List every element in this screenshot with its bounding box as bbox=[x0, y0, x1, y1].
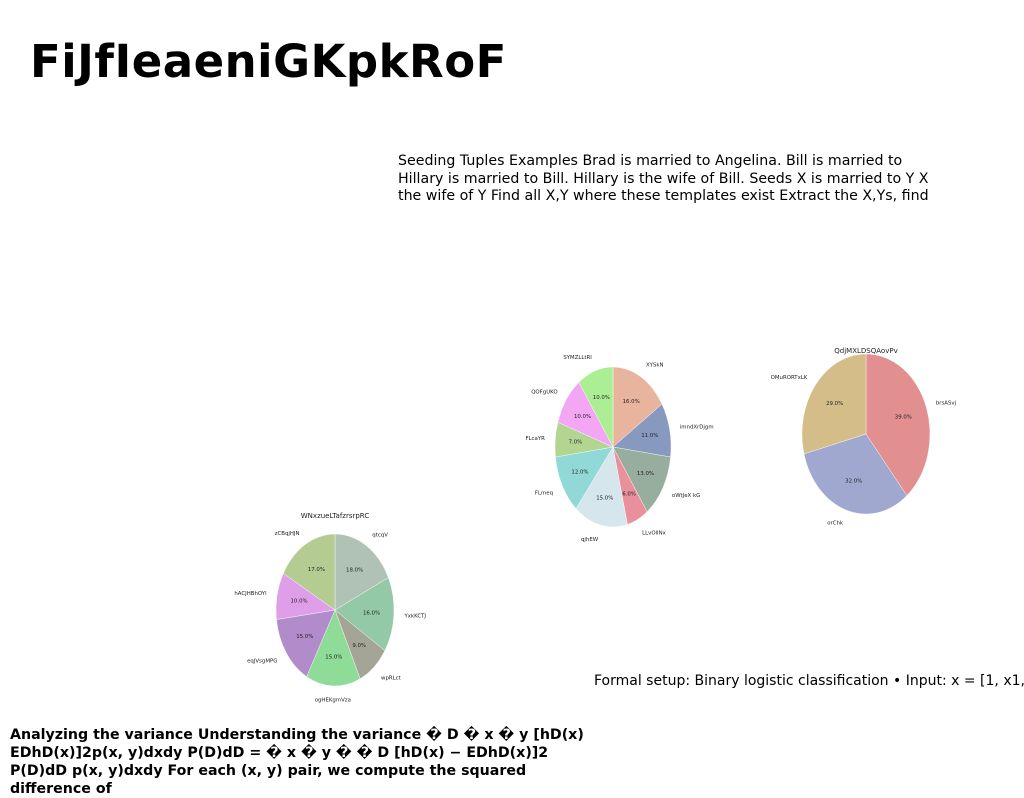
pie-slice-percent: 17.0% bbox=[308, 567, 325, 573]
pie-slice-label: FLmeq bbox=[535, 490, 553, 496]
pie-slice-percent: 6.0% bbox=[622, 492, 636, 498]
chart-title: QdjMXLDSQAovPv bbox=[834, 347, 897, 355]
pie-slice-label: qjhEW bbox=[581, 537, 599, 543]
pie-slice-label: imndXrDjgm bbox=[680, 424, 714, 430]
pie-slice-label: SYMZLLtRI bbox=[563, 355, 592, 361]
pie-slice-label: YxkKCTJ bbox=[403, 614, 426, 620]
pie-chart-qdjmxl: QdjMXLDSQAovPv 39.0% brsASvj 32.0% orChk 29.0… bbox=[771, 347, 956, 526]
pie-slice bbox=[612, 366, 663, 448]
pie-slice-label: hACJHBhOYl bbox=[234, 591, 266, 597]
pie-slice-percent: 11.0% bbox=[641, 433, 658, 439]
pie-chart-wnxzue: WNxzueLTafzrsrpRC 18.0% qtcqV 16.0% YxkKCTJ 9… bbox=[234, 512, 426, 704]
pie-slice-label: ogHEKgmVza bbox=[315, 698, 351, 704]
pie-slice-label: FLcaYR bbox=[525, 436, 545, 442]
pie-slice bbox=[803, 433, 908, 515]
pie-slice bbox=[555, 446, 614, 509]
pie-slice-label: wpRLct bbox=[381, 675, 401, 681]
pie-slice-percent: 15.0% bbox=[596, 495, 613, 501]
page-title: FiJfIeaeniGKpkRoF bbox=[30, 35, 507, 88]
pie-slice-percent: 15.0% bbox=[325, 655, 342, 661]
pie-slice-percent: 39.0% bbox=[895, 415, 912, 421]
pie-slice-label: orChk bbox=[827, 520, 844, 526]
chart-title: WNxzueLTafzrsrpRC bbox=[301, 512, 370, 520]
pie-slice bbox=[283, 533, 336, 611]
pie-slice bbox=[334, 577, 395, 652]
pie-slice-label: OMuRORTxLK bbox=[771, 375, 808, 381]
pie-slice bbox=[276, 609, 336, 677]
pie-slice-label: oWtJeX kG bbox=[672, 493, 700, 499]
pie-slice bbox=[578, 366, 614, 448]
pie-slice bbox=[801, 353, 867, 455]
pie-chart-middle: 16.0% XYSkN 11.0% imndXrDjgm 13.0% oWtJeX kG 6… bbox=[525, 355, 714, 543]
pie-slice-label: LLvOlINx bbox=[642, 530, 667, 536]
pie-slice bbox=[334, 533, 389, 611]
pie-slice-percent: 12.0% bbox=[571, 470, 588, 476]
pie-slice-percent: 29.0% bbox=[826, 401, 843, 407]
pie-slice-label: qtcqV bbox=[372, 532, 388, 538]
pie-slice-label: brsASvj bbox=[936, 401, 956, 407]
pie-slice bbox=[575, 446, 628, 528]
pie-slice-label: QOFgUKO bbox=[531, 390, 557, 396]
pie-slice bbox=[306, 609, 361, 687]
paragraph-variance: Analyzing the variance Understanding the… bbox=[10, 727, 584, 797]
pie-slice-percent: 7.0% bbox=[569, 440, 583, 446]
pie-slice-percent: 9.0% bbox=[352, 643, 366, 649]
pie-slice bbox=[612, 446, 671, 513]
pie-slice-percent: 16.0% bbox=[363, 610, 380, 616]
pie-slice-percent: 13.0% bbox=[637, 471, 654, 477]
pie-slice-label: zCBqjHJN bbox=[275, 531, 300, 537]
pie-slice-percent: 10.0% bbox=[574, 414, 591, 420]
pie-slice bbox=[865, 353, 931, 496]
pie-slice-label: XYSkN bbox=[646, 362, 664, 368]
pie-slice-percent: 32.0% bbox=[845, 479, 862, 485]
pie-slice-percent: 10.0% bbox=[593, 395, 610, 401]
pie-slice-percent: 16.0% bbox=[623, 399, 640, 405]
paragraph-formal-setup: Formal setup: Binary logistic classifica… bbox=[594, 673, 1024, 689]
pie-slice-label: eqJVsgMPG bbox=[247, 658, 277, 664]
paragraph-seeding-tuples: Seeding Tuples Examples Brad is married … bbox=[398, 153, 929, 204]
pie-slice-percent: 15.0% bbox=[296, 634, 313, 640]
pie-slice-percent: 18.0% bbox=[346, 568, 363, 574]
pie-slice-percent: 10.0% bbox=[291, 599, 308, 605]
